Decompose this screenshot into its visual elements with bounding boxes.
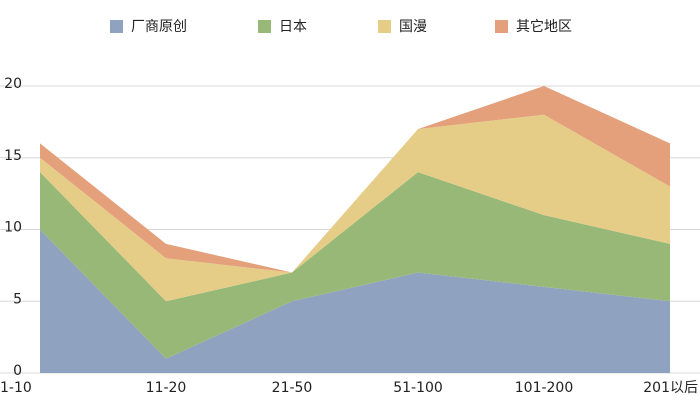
x-tick-label: 1-10 [0,380,32,396]
legend-swatch [110,20,123,33]
x-tick-label: 101-200 [515,380,574,396]
x-tick-label: 201以后 [643,380,698,396]
area [40,172,670,359]
legend-label: 国漫 [399,19,427,35]
y-tick-label: 10 [4,220,22,236]
area [40,114,670,302]
y-tick-label: 20 [4,76,22,92]
legend-swatch [495,20,508,33]
legend-label: 厂商原创 [131,19,187,35]
legend-label: 其它地区 [516,18,572,35]
x-tick-label: 51-100 [393,380,443,396]
y-tick-label: 0 [13,363,22,379]
legend-label: 日本 [279,19,307,35]
legend-swatch [258,20,271,33]
area [40,229,670,373]
x-tick-label: 21-50 [272,380,313,396]
y-tick-label: 5 [13,291,22,307]
x-tick-label: 11-20 [146,380,187,396]
legend-swatch [378,20,391,33]
y-tick-label: 15 [4,148,22,164]
